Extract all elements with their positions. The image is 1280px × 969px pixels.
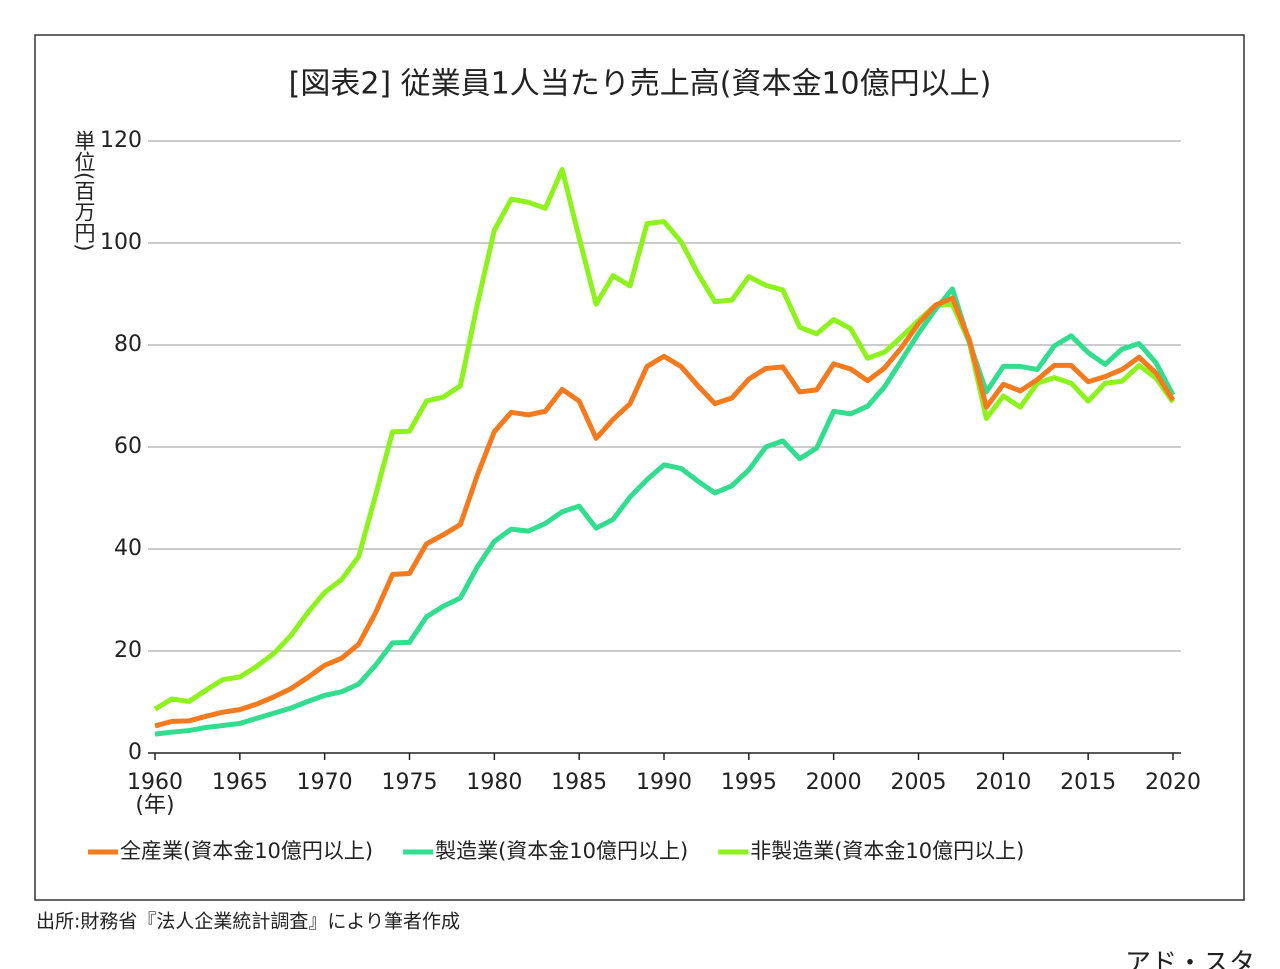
legend-label: 製造業(資本金10億円以上) — [435, 839, 688, 863]
x-tick-label: 1980 — [466, 770, 522, 795]
chart-title: [図表2] 従業員1人当たり売上高(資本金10億円以上) — [289, 67, 992, 102]
x-tick-label: 1985 — [551, 770, 607, 795]
series-line — [154, 286, 1176, 737]
source-note: 出所:財務省『法人企業統計調査』により筆者作成 — [36, 911, 460, 933]
x-tick-label: 1975 — [382, 770, 438, 795]
x-tick-label: 1960 — [127, 770, 183, 795]
x-tick-label: 1965 — [212, 770, 268, 795]
x-tick-label: 1990 — [636, 770, 692, 795]
y-tick-label: 20 — [114, 638, 142, 663]
series-line — [153, 167, 1176, 712]
x-tick-label: 2000 — [806, 770, 862, 795]
x-tick-label: 2015 — [1060, 770, 1116, 795]
x-tick-label: 2005 — [891, 770, 947, 795]
frame — [34, 34, 1245, 901]
y-tick-label: 40 — [114, 536, 142, 561]
y-axis-label: 単位(百万円) — [72, 130, 96, 251]
x-axis-label: (年) — [135, 793, 174, 818]
series-line — [154, 295, 1176, 729]
y-tick-label: 0 — [128, 740, 142, 765]
x-tick-label: 2010 — [975, 770, 1031, 795]
y-tick-label: 60 — [114, 434, 142, 459]
y-tick-label: 80 — [114, 332, 142, 357]
x-tick-label: 2020 — [1145, 770, 1201, 795]
x-tick-label: 1970 — [297, 770, 353, 795]
y-tick-label: 100 — [100, 230, 142, 255]
watermark: アド・スタ — [1125, 949, 1255, 969]
legend-label: 全産業(資本金10億円以上) — [120, 839, 373, 863]
legend-label: 非製造業(資本金10億円以上) — [750, 839, 1024, 863]
x-tick-label: 1995 — [721, 770, 777, 795]
y-tick-label: 120 — [100, 128, 142, 153]
